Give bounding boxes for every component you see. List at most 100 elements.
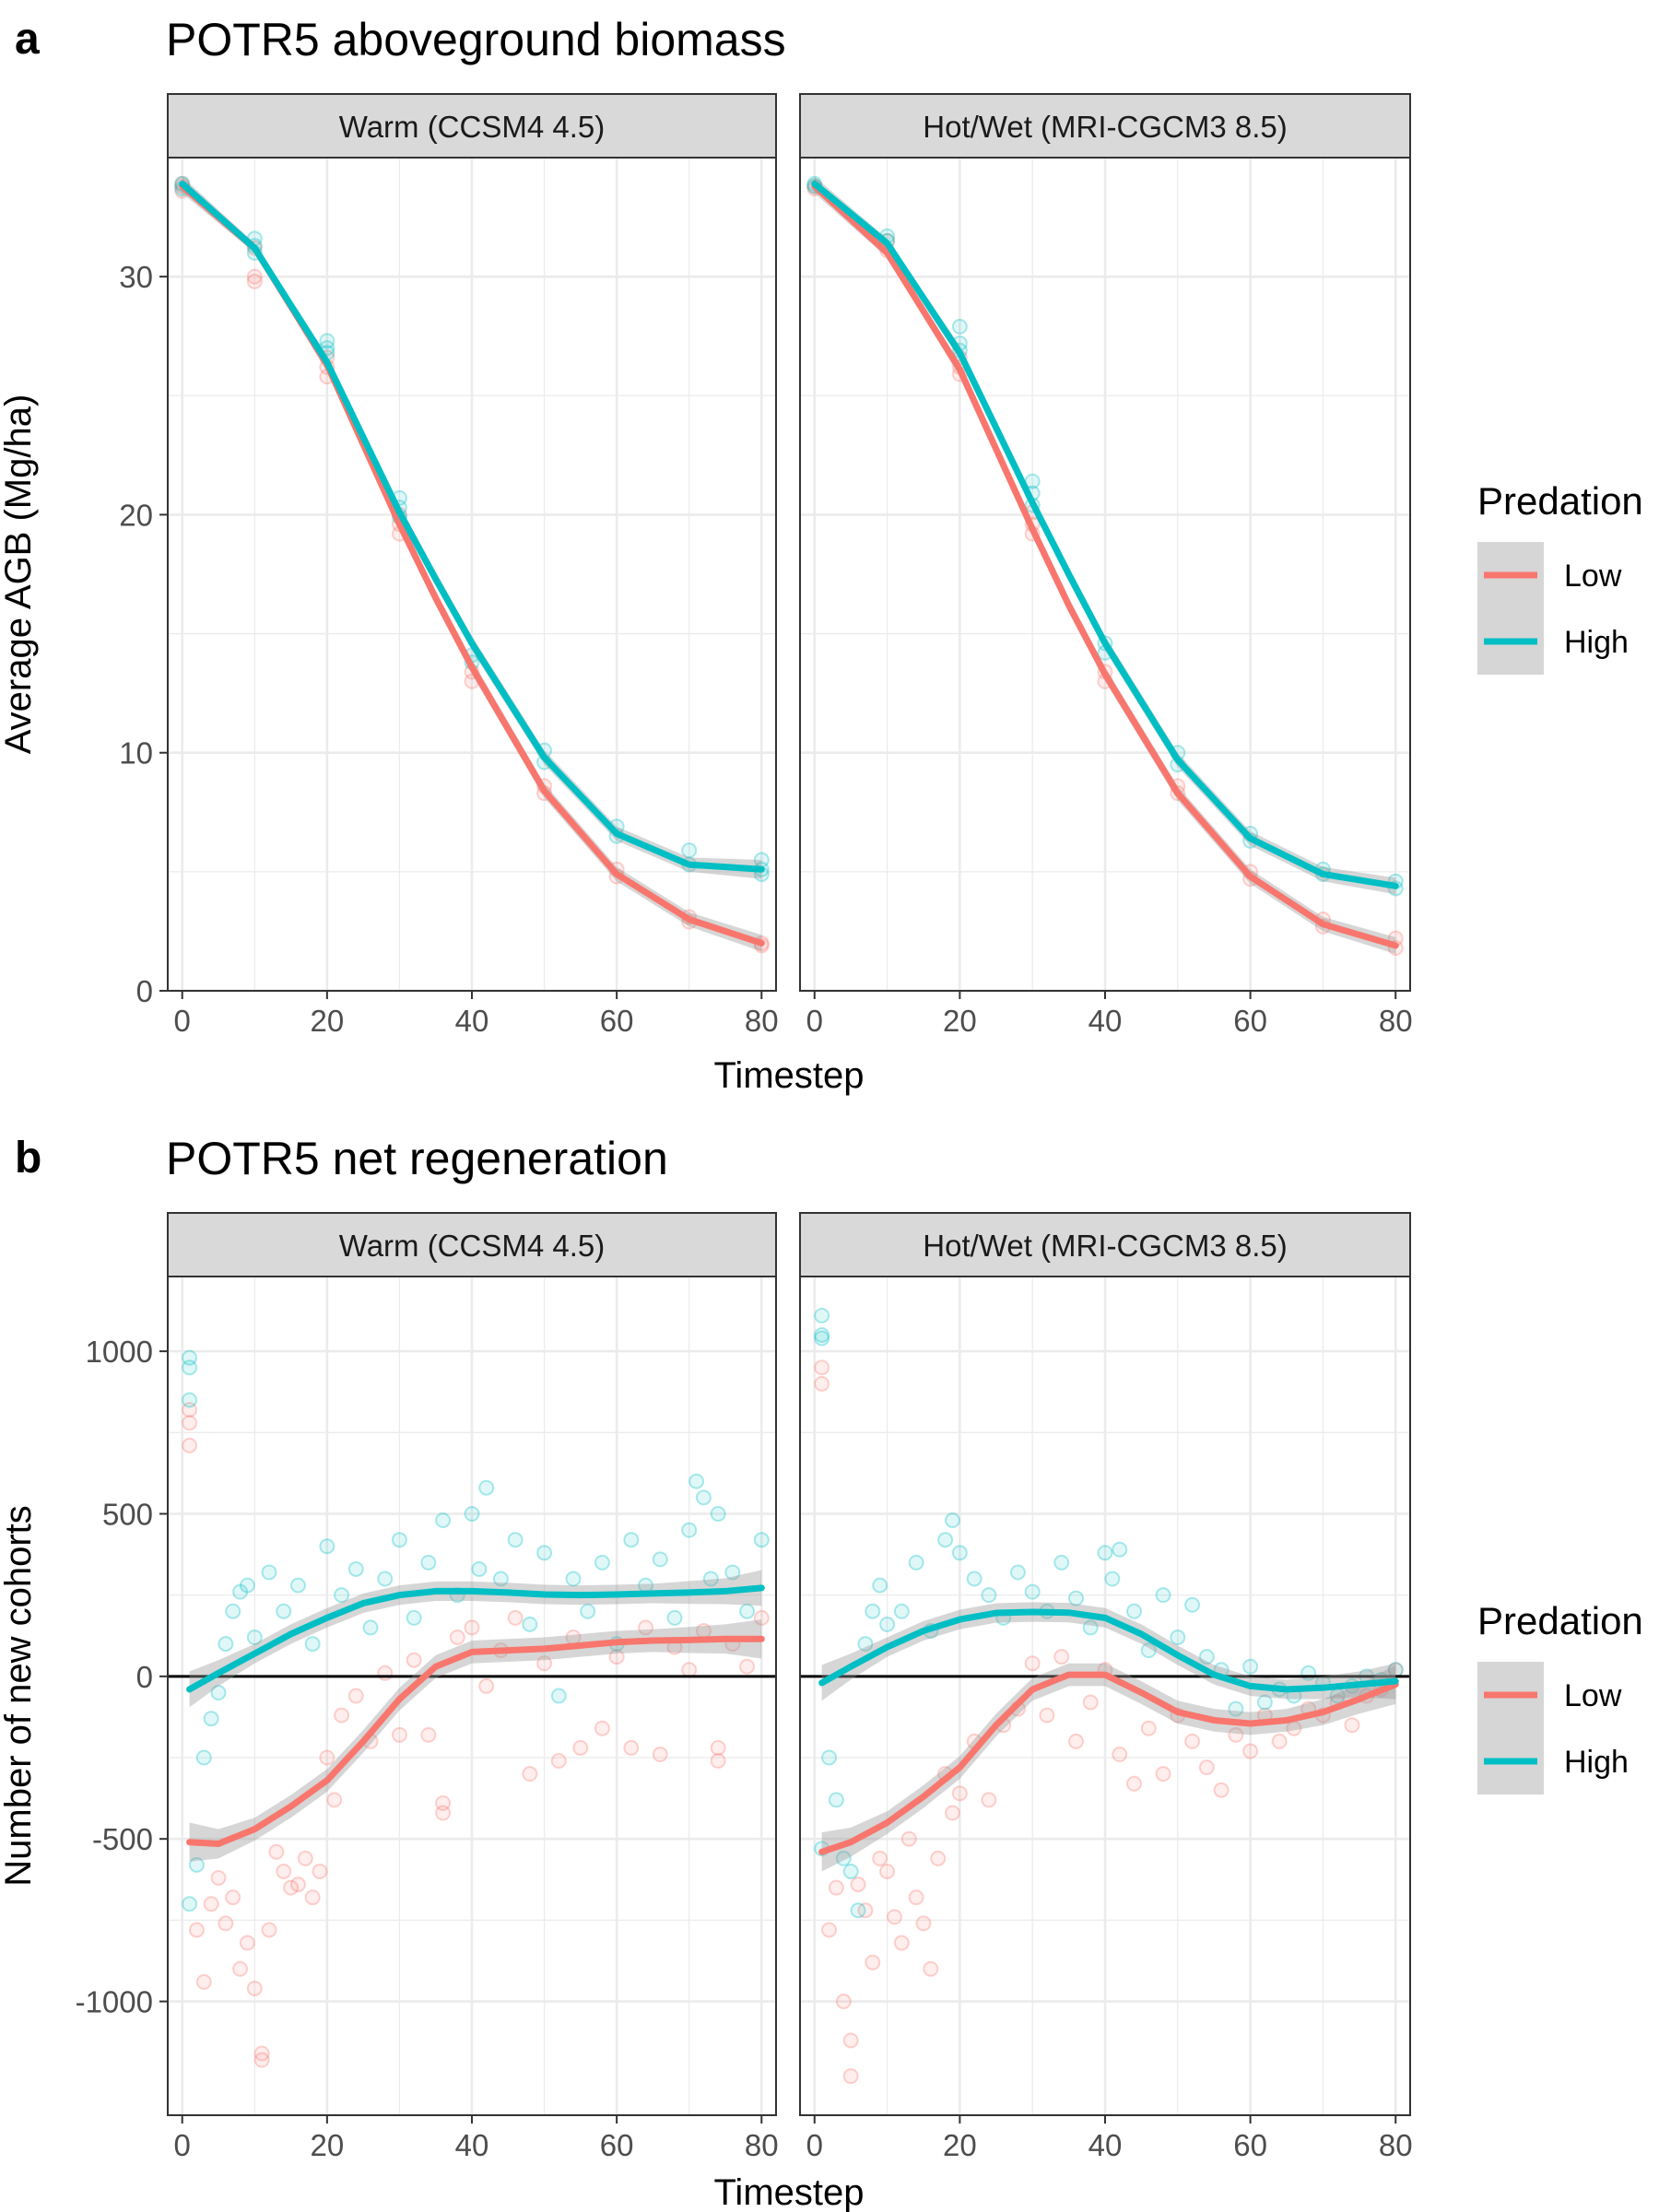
facet-strip-label: Warm (CCSM4 4.5) <box>339 1229 605 1263</box>
panel-a-title: POTR5 aboveground biomass <box>166 14 786 65</box>
y-tick-label: 0 <box>136 1660 153 1694</box>
legend-title: Predation <box>1477 479 1643 523</box>
data-point-low <box>435 1805 452 1821</box>
x-tick-label: 20 <box>943 1004 977 1038</box>
data-point-high <box>937 1532 954 1548</box>
confidence-band-high <box>189 1570 762 1708</box>
legend-title: Predation <box>1477 1599 1643 1642</box>
data-point-low <box>572 1739 589 1756</box>
data-point-high <box>724 1564 741 1581</box>
data-point-low <box>210 1870 227 1887</box>
data-point-high <box>304 1636 321 1653</box>
data-point-high <box>319 1538 335 1555</box>
data-point-low <box>1271 1733 1288 1749</box>
x-axis: 0 20 40 60 80 <box>174 2115 779 2162</box>
data-point-low <box>377 1665 394 1681</box>
data-point-low <box>188 1922 205 1938</box>
data-point-high <box>406 1609 422 1626</box>
data-point-low <box>246 268 263 285</box>
x-tick-label: 0 <box>806 1004 823 1038</box>
legend-label-low: Low <box>1564 559 1622 594</box>
data-point-low <box>239 1935 255 1951</box>
data-point-high <box>1242 1658 1259 1675</box>
data-point-low <box>608 1649 625 1665</box>
data-point-low <box>1184 1733 1201 1749</box>
data-point-low <box>1024 1655 1041 1672</box>
data-point-low <box>814 1375 830 1392</box>
data-point-low <box>1213 1782 1230 1798</box>
data-point-high <box>1198 1649 1215 1665</box>
data-point-low <box>246 1980 263 1996</box>
data-point-low <box>857 1902 874 1919</box>
x-tick-label: 0 <box>174 2128 191 2162</box>
y-tick-label: -500 <box>92 1822 153 1856</box>
data-point-low <box>253 2045 270 2062</box>
data-point-high <box>710 1505 726 1522</box>
data-point-low <box>347 1688 364 1704</box>
y-axis-label: Average AGB (Mg/ha) <box>0 394 39 755</box>
data-point-high <box>879 1616 896 1632</box>
data-point-low <box>594 1720 610 1736</box>
data-point-low <box>232 1960 249 1977</box>
x-tick-label: 40 <box>455 2128 489 2162</box>
facet-strip <box>167 1212 777 1277</box>
smooth-line-low <box>818 1671 1399 1855</box>
x-tick-label: 40 <box>455 1004 489 1038</box>
data-point-low <box>930 1850 947 1866</box>
data-point-low <box>814 1359 830 1376</box>
data-point-low <box>297 1850 313 1866</box>
data-point-high <box>362 1619 379 1636</box>
y-tick-label: -1000 <box>76 1985 153 2019</box>
data-point-high <box>507 1532 524 1548</box>
data-point-low <box>652 1746 668 1762</box>
plot-area <box>800 1277 1410 2115</box>
y-axis: -1000 -500 0 500 1000 <box>76 1335 168 2019</box>
data-point-high <box>828 1792 844 1808</box>
data-point-high <box>1170 1630 1186 1646</box>
data-point-low <box>1067 1733 1084 1749</box>
panel-b: b POTR5 net regeneration Warm (CCSM4 4.5… <box>0 1133 1643 2212</box>
data-point-low <box>1155 1766 1171 1783</box>
facet-a-hotwet: Hot/Wet (MRI-CGCM3 8.5) <box>799 93 1411 993</box>
data-point-low <box>886 1909 902 1925</box>
x-tick-label: 80 <box>1379 1004 1413 1038</box>
data-point-high <box>814 1326 830 1343</box>
data-point-high <box>195 1749 212 1766</box>
data-point-low <box>1344 1717 1360 1734</box>
data-point-high <box>1009 1564 1026 1581</box>
data-point-high <box>182 1349 198 1366</box>
data-point-high <box>391 1532 407 1548</box>
facet-strip-label: Hot/Wet (MRI-CGCM3 8.5) <box>923 110 1287 144</box>
confidence-band-low <box>189 1619 762 1862</box>
data-point-low <box>507 1609 524 1626</box>
data-point-high <box>492 1571 509 1587</box>
confidence-band-high <box>821 1602 1396 1701</box>
data-point-high <box>739 1603 756 1619</box>
x-tick-label: 0 <box>174 1004 191 1038</box>
plot-area <box>800 158 1410 993</box>
data-point-high <box>1155 1587 1171 1604</box>
facet-strip-label: Hot/Wet (MRI-CGCM3 8.5) <box>923 1229 1287 1263</box>
data-point-low <box>1112 1746 1128 1762</box>
data-point-high <box>842 1863 859 1879</box>
legend-item-low: Low <box>1477 1662 1622 1728</box>
data-point-low <box>334 1707 350 1724</box>
data-point-high <box>182 1392 198 1408</box>
y-tick-label: 1000 <box>86 1335 153 1369</box>
smooth-line-high <box>186 1584 765 1693</box>
data-point-high <box>210 1684 227 1700</box>
data-point-low <box>900 1830 917 1847</box>
smooth-line-high <box>811 180 1399 889</box>
data-point-low <box>893 1935 910 1951</box>
panel-b-title: POTR5 net regeneration <box>166 1133 668 1184</box>
data-point-low <box>312 1863 328 1879</box>
data-point-high <box>522 1616 538 1632</box>
data-point-low <box>182 1402 198 1418</box>
data-point-low <box>710 1739 726 1756</box>
data-point-low <box>276 1863 292 1879</box>
data-point-high <box>908 1554 924 1571</box>
legend-label-high: High <box>1564 625 1629 660</box>
data-point-high <box>464 1505 480 1522</box>
data-point-low <box>283 1879 300 1896</box>
